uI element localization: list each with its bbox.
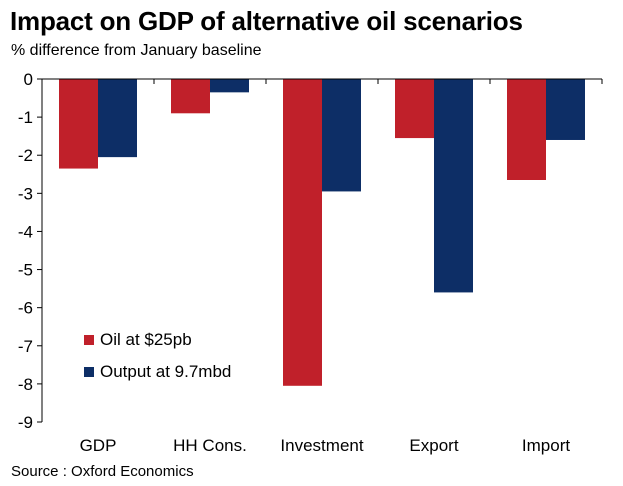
- chart-title: Impact on GDP of alternative oil scenari…: [10, 6, 523, 36]
- y-tick-label: -1: [18, 108, 33, 127]
- bar-output-export: [434, 79, 473, 293]
- y-tick-label: -9: [18, 413, 33, 432]
- bar-oil-import: [507, 79, 546, 180]
- source-note: Source : Oxford Economics: [11, 463, 194, 480]
- legend: Oil at $25pb Output at 9.7mbd: [84, 330, 231, 381]
- bar-output-import: [546, 79, 585, 140]
- y-tick-label: -4: [18, 222, 33, 241]
- axes-layer: GDP HH Cons. Investment Export Import 0 -1 -2 -3…: [18, 70, 603, 455]
- legend-swatch-oil: [84, 335, 94, 345]
- y-tick-label: -7: [18, 337, 33, 356]
- y-tick-label: -2: [18, 146, 33, 165]
- x-tick-label: Export: [409, 436, 458, 455]
- x-tick-label: HH Cons.: [173, 436, 247, 455]
- chart-subtitle: % difference from January baseline: [11, 42, 262, 59]
- x-tick-label: Investment: [280, 436, 363, 455]
- legend-swatch-output: [84, 367, 94, 377]
- x-tick-label: GDP: [80, 436, 117, 455]
- y-tick-label: -3: [18, 184, 33, 203]
- y-tick-label: 0: [24, 70, 33, 89]
- y-tick-label: -5: [18, 261, 33, 280]
- bars-layer: [59, 79, 585, 386]
- bar-oil-gdp: [59, 79, 98, 169]
- bar-oil-investment: [283, 79, 322, 386]
- bar-oil-export: [395, 79, 434, 139]
- y-tick-label: -6: [18, 299, 33, 318]
- bar-output-hh-cons: [210, 79, 249, 93]
- y-tick-label: -8: [18, 375, 33, 394]
- bar-oil-hh-cons: [171, 79, 210, 114]
- legend-label-oil: Oil at $25pb: [100, 330, 192, 349]
- bar-output-gdp: [98, 79, 137, 158]
- x-tick-label: Import: [522, 436, 570, 455]
- bar-output-investment: [322, 79, 361, 192]
- legend-label-output: Output at 9.7mbd: [100, 362, 231, 381]
